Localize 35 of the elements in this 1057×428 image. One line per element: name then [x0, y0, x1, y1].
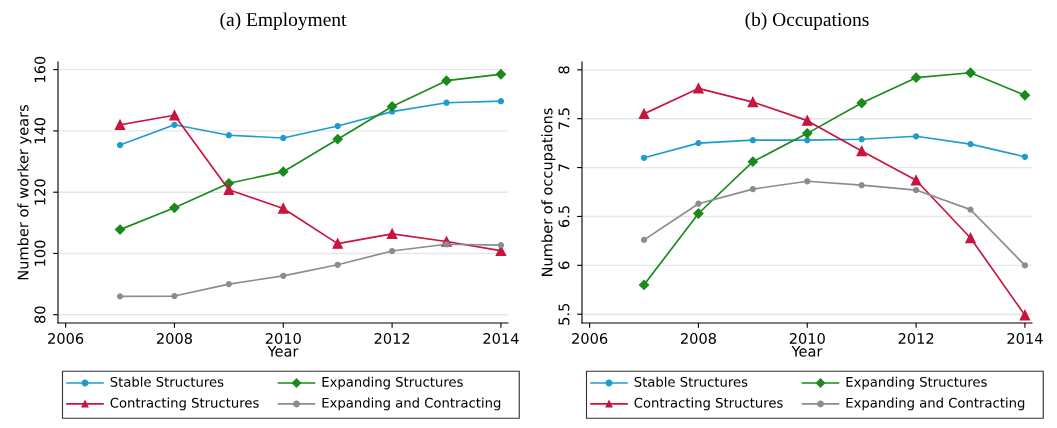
legend-label: Contracting Structures: [110, 397, 259, 411]
y-tick-label: 7: [558, 164, 570, 172]
legend-label: Contracting Structures: [634, 397, 783, 411]
y-tick-label: 140: [34, 117, 46, 144]
y-tick-label: 160: [34, 56, 46, 82]
y-tick-label: 7.5: [558, 108, 570, 130]
x-tick-label: 2006: [572, 332, 608, 345]
legend-label: Expanding and Contracting: [846, 397, 1025, 411]
legend-label: Expanding Structures: [322, 376, 463, 390]
chart-title: (a) Employment: [220, 12, 347, 31]
y-tick-label: 6.5: [558, 206, 570, 228]
y-tick-label: 6: [558, 261, 570, 269]
x-tick-label: 2008: [680, 332, 716, 345]
x-tick-label: 2012: [898, 332, 934, 345]
x-tick-label: 2012: [374, 332, 410, 345]
legend-label: Expanding and Contracting: [322, 397, 501, 411]
legend-label: Stable Structures: [634, 376, 748, 387]
chart-title: (b) Occupations: [745, 12, 869, 31]
legend-label: Expanding Structures: [846, 376, 987, 390]
x-tick-label: 2010: [789, 332, 825, 345]
y-tick-label: 120: [34, 179, 46, 205]
x-tick-label: 2014: [483, 332, 519, 345]
x-axis-title: Year: [267, 345, 299, 357]
x-tick-label: 2006: [48, 332, 84, 345]
y-tick-label: 80: [34, 306, 46, 324]
x-tick-label: 2010: [265, 332, 301, 345]
x-tick-label: 2014: [1007, 332, 1043, 345]
y-tick-label: 8: [558, 66, 570, 74]
x-axis-title: Year: [791, 345, 823, 357]
y-tick-label: 100: [34, 240, 46, 266]
x-tick-label: 2008: [156, 332, 192, 345]
y-axis-title: Number of worker years: [17, 105, 32, 280]
y-axis-title: Number of occupations: [541, 108, 556, 276]
legend-label: Stable Structures: [110, 376, 224, 387]
y-tick-label: 5.5: [558, 303, 570, 325]
